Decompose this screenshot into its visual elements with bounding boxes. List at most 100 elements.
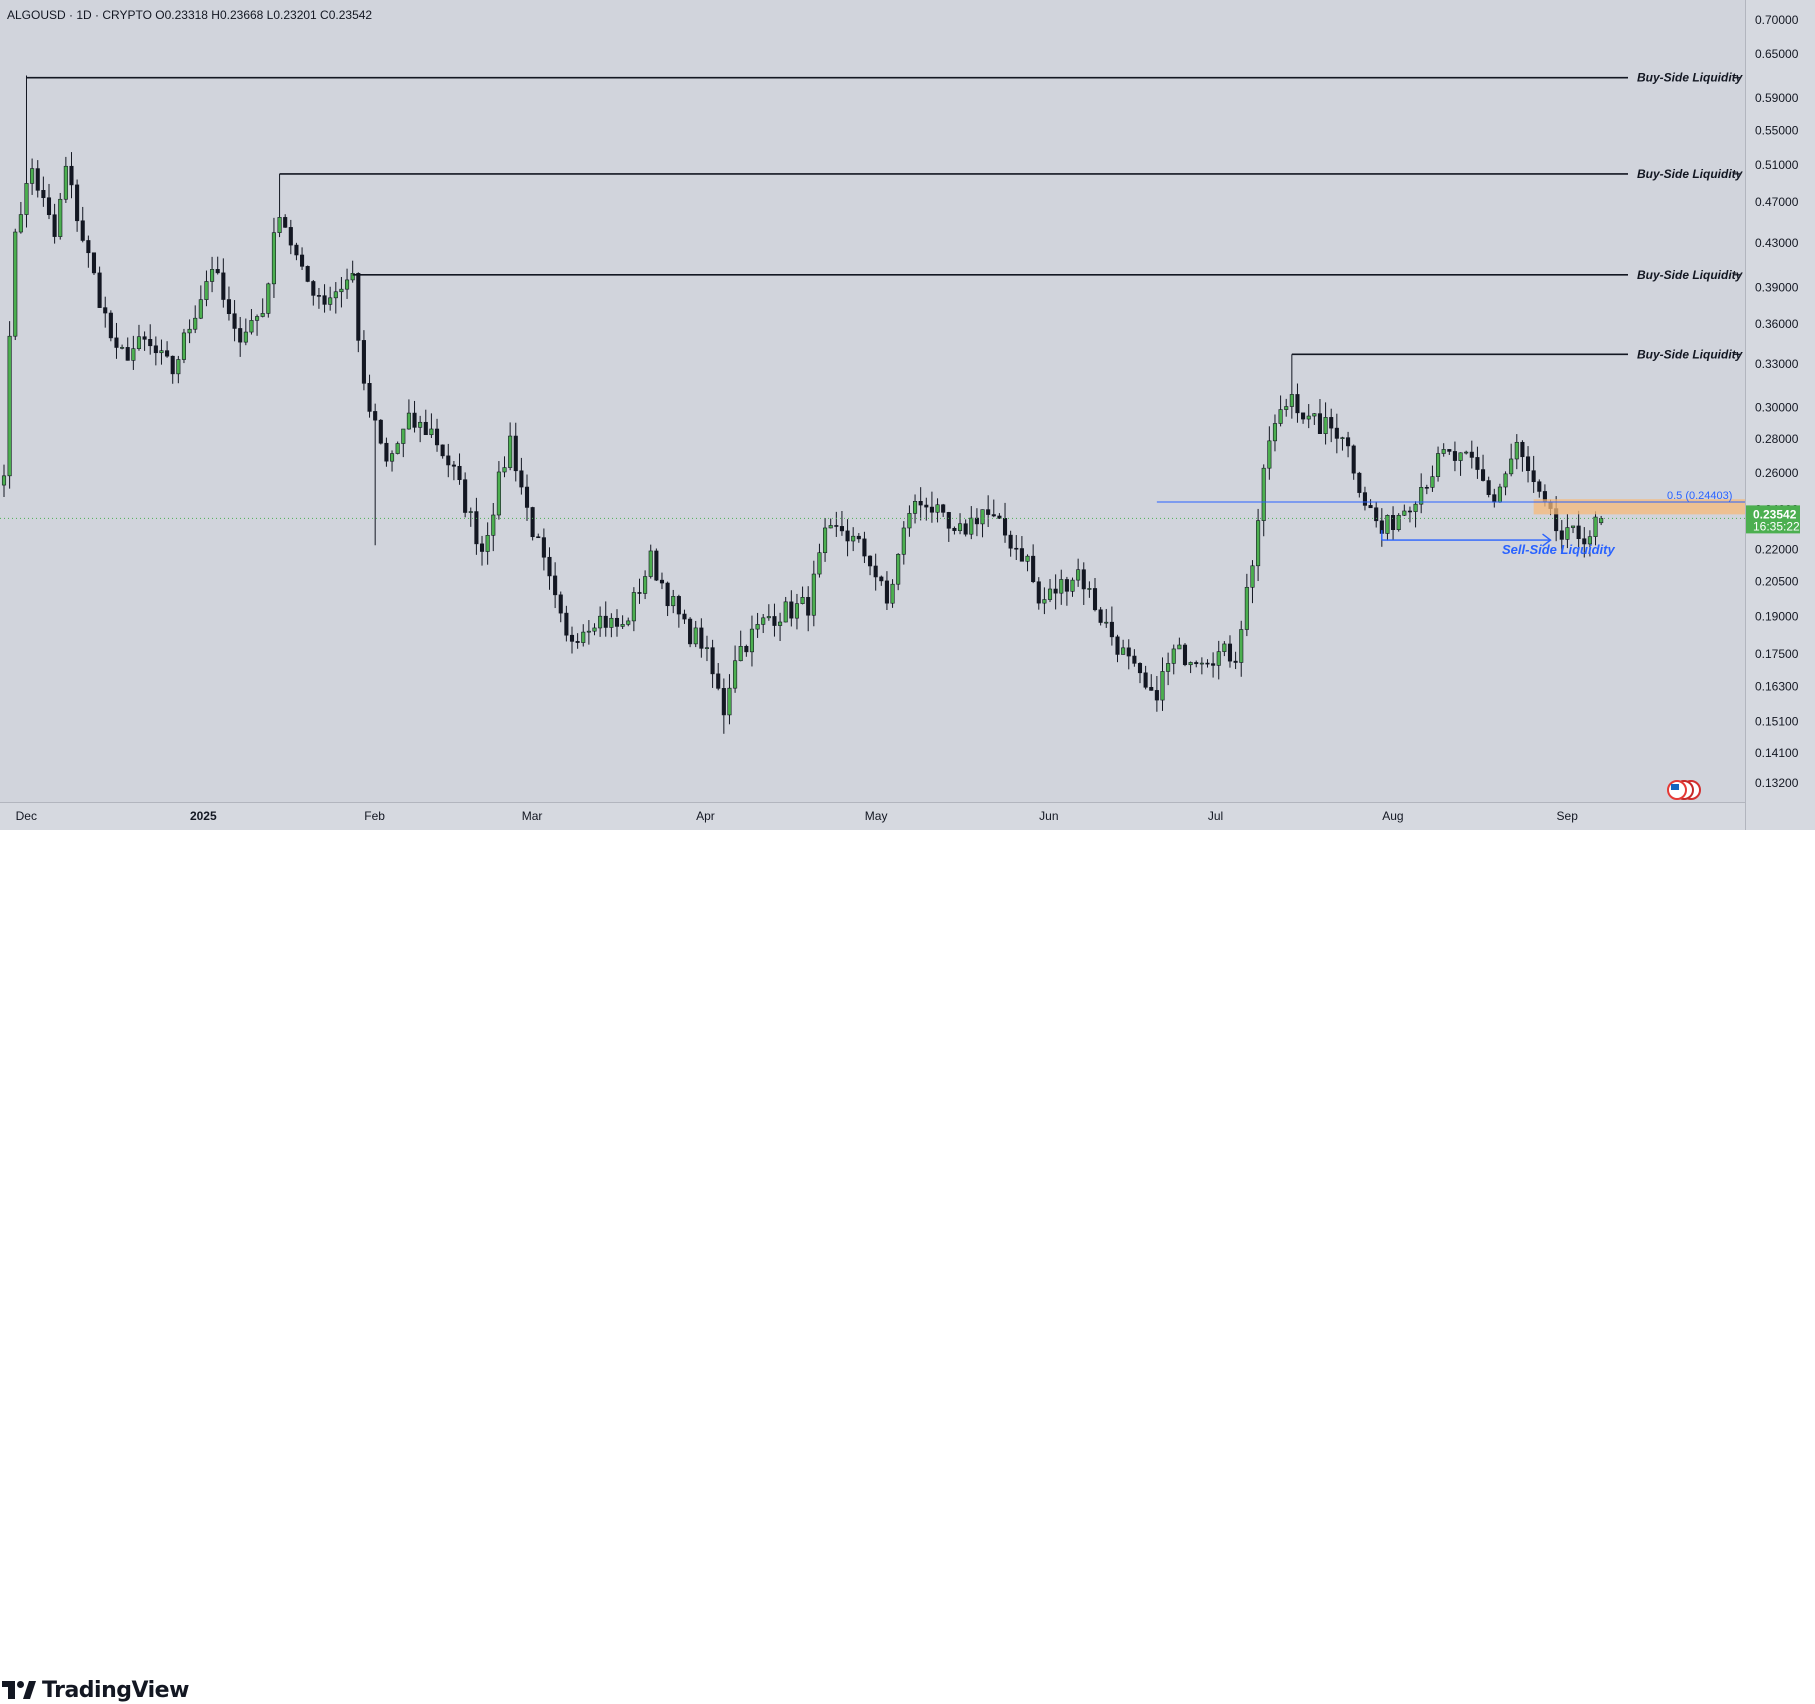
candle-body[interactable] (733, 660, 738, 689)
candle-body[interactable] (1109, 621, 1114, 638)
candle-body[interactable] (148, 339, 153, 347)
candle-body[interactable] (367, 383, 372, 412)
candle-body[interactable] (69, 165, 74, 186)
candle-body[interactable] (969, 517, 974, 535)
candle-body[interactable] (778, 621, 783, 626)
candle-body[interactable] (142, 336, 147, 340)
imbalance-zone[interactable] (1533, 499, 1745, 515)
candle-body[interactable] (1182, 644, 1188, 666)
candle-body[interactable] (1267, 440, 1272, 469)
candle-body[interactable] (620, 624, 625, 627)
candle-body[interactable] (361, 340, 366, 384)
candle-body[interactable] (243, 331, 248, 343)
candle-body[interactable] (300, 254, 305, 267)
candle-body[interactable] (41, 190, 46, 199)
candle-body[interactable] (1002, 518, 1008, 536)
candle-body[interactable] (283, 217, 288, 228)
candle-body[interactable] (643, 576, 648, 594)
tradingview-logo[interactable]: TradingView (2, 1676, 189, 1704)
candle-body[interactable] (749, 628, 755, 653)
candle-body[interactable] (181, 332, 187, 360)
candle-body[interactable] (215, 269, 220, 274)
candle-body[interactable] (1289, 394, 1294, 407)
candle-body[interactable] (1042, 599, 1047, 604)
candle-body[interactable] (603, 615, 608, 628)
candle-body[interactable] (1452, 451, 1457, 461)
candle-body[interactable] (1047, 588, 1053, 600)
candle-body[interactable] (1250, 565, 1255, 588)
candle-body[interactable] (63, 165, 68, 200)
candle-body[interactable] (30, 168, 35, 184)
candle-body[interactable] (513, 435, 518, 472)
candle-body[interactable] (474, 511, 479, 545)
candle-body[interactable] (75, 184, 80, 222)
candle-body[interactable] (1081, 569, 1086, 590)
candle-body[interactable] (1261, 467, 1266, 521)
candle-body[interactable] (221, 272, 226, 300)
candle-body[interactable] (1576, 525, 1581, 540)
candle-body[interactable] (1312, 413, 1317, 417)
candle-body[interactable] (1205, 662, 1210, 665)
candle-body[interactable] (868, 555, 873, 567)
candle-body[interactable] (986, 509, 991, 515)
candle-body[interactable] (204, 281, 209, 300)
candle-body[interactable] (1256, 520, 1261, 567)
candle-body[interactable] (1402, 510, 1407, 516)
candle-body[interactable] (755, 624, 760, 630)
candle-body[interactable] (1458, 452, 1463, 461)
candle-body[interactable] (1492, 494, 1497, 503)
candle-body[interactable] (434, 428, 440, 446)
candle-body[interactable] (575, 641, 580, 643)
candle-body[interactable] (913, 501, 918, 514)
candle-body[interactable] (839, 526, 844, 532)
candle-body[interactable] (502, 467, 507, 473)
candle-body[interactable] (659, 579, 665, 584)
candle-body[interactable] (311, 281, 316, 296)
candle-body[interactable] (1059, 579, 1064, 594)
candle-body[interactable] (1031, 555, 1036, 583)
candle-body[interactable] (294, 244, 299, 256)
candle-body[interactable] (772, 616, 777, 626)
candle-body[interactable] (91, 252, 97, 274)
candle-body[interactable] (665, 582, 670, 607)
current-price-tag[interactable] (1746, 505, 1800, 534)
candle-body[interactable] (997, 515, 1002, 519)
candle-body[interactable] (52, 214, 57, 237)
candle-body[interactable] (440, 444, 445, 457)
candle-body[interactable] (738, 645, 743, 662)
candle-body[interactable] (1374, 507, 1379, 522)
candle-body[interactable] (794, 603, 799, 619)
candle-body[interactable] (1025, 555, 1030, 562)
candle-body[interactable] (941, 504, 946, 513)
candle-body[interactable] (586, 630, 591, 633)
candle-body[interactable] (1092, 588, 1098, 611)
candle-body[interactable] (1424, 487, 1429, 489)
candle-body[interactable] (766, 616, 771, 619)
candle-body[interactable] (1098, 609, 1103, 623)
candle-body[interactable] (547, 556, 552, 577)
candle-body[interactable] (592, 627, 597, 632)
candle-body[interactable] (1216, 651, 1221, 666)
candle-body[interactable] (980, 509, 985, 525)
us-flag-icon[interactable] (1667, 780, 1701, 800)
candle-body[interactable] (957, 523, 963, 531)
candle-body[interactable] (496, 471, 501, 516)
candle-body[interactable] (345, 279, 350, 290)
candle-body[interactable] (260, 313, 265, 317)
candle-body[interactable] (1317, 413, 1323, 434)
candle-body[interactable] (412, 412, 417, 428)
candle-body[interactable] (210, 269, 215, 282)
candle-body[interactable] (851, 535, 856, 542)
candle-body[interactable] (823, 527, 828, 554)
candle-body[interactable] (305, 266, 310, 282)
candle-body[interactable] (558, 594, 563, 614)
candle-body[interactable] (1509, 458, 1514, 475)
candle-body[interactable] (929, 506, 934, 513)
candle-body[interactable] (1244, 586, 1249, 630)
candle-body[interactable] (170, 355, 175, 375)
candle-body[interactable] (1436, 453, 1441, 477)
candle-body[interactable] (614, 617, 620, 627)
candle-body[interactable] (97, 272, 102, 308)
candle-body[interactable] (1396, 514, 1401, 530)
candle-body[interactable] (1599, 518, 1604, 524)
